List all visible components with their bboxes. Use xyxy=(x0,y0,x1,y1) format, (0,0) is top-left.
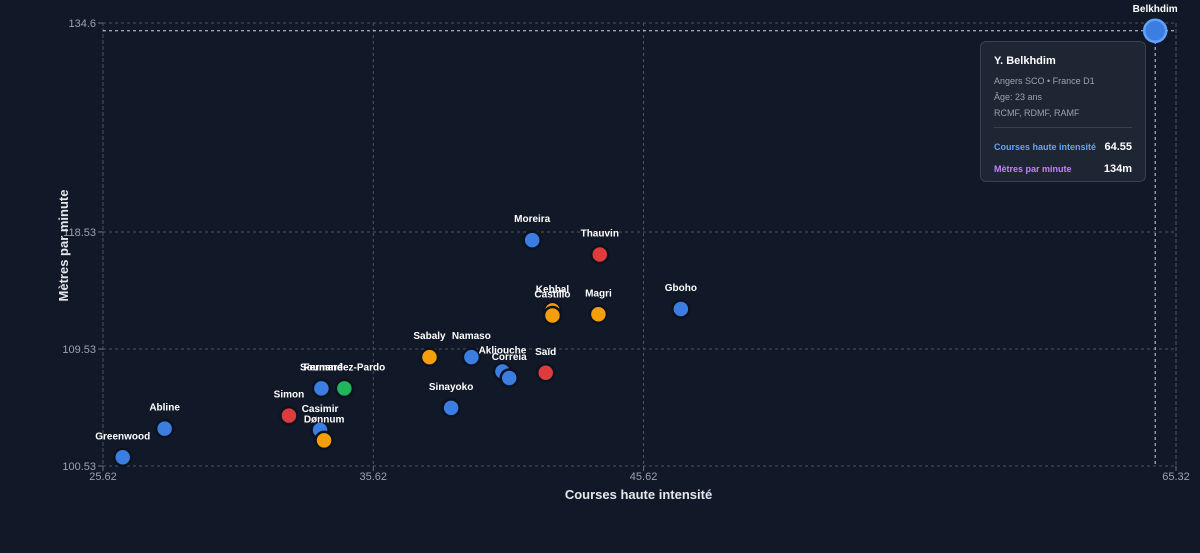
point-belkhdim xyxy=(1142,18,1168,44)
point-label: Fernandez-Pardo xyxy=(304,362,386,373)
point-dønnum xyxy=(314,430,334,451)
point-label: Magri xyxy=(585,288,612,299)
point-sabaly xyxy=(419,347,440,367)
tooltip-row-meters: Mètres par minute 134m xyxy=(994,158,1132,180)
x-tick-label: 35.62 xyxy=(360,471,388,483)
tooltip-age: Âge: 23 ans xyxy=(994,92,1043,102)
tooltip-meters-label: Mètres par minute xyxy=(994,164,1072,174)
point-label: Dønnum xyxy=(304,414,345,425)
x-tick-label: 65.32 xyxy=(1162,471,1190,483)
point-label: Simon xyxy=(274,390,305,401)
y-tick-label: 134.6 xyxy=(68,18,96,30)
x-tick-label: 25.62 xyxy=(89,471,117,483)
point-label: Belkhdim xyxy=(1133,4,1178,15)
point-sinayoko xyxy=(441,398,461,418)
point-label: Greenwood xyxy=(95,431,150,442)
point-correia xyxy=(499,368,519,388)
point-abline xyxy=(154,418,175,439)
tooltip-positions: RCMF, RDMF, RAMF xyxy=(994,108,1080,118)
y-axis-title: Mètres par minute xyxy=(56,190,71,302)
point-label: Kebbal xyxy=(536,284,570,295)
point-thauvin xyxy=(590,244,610,265)
point-fernandez-pardo xyxy=(334,378,355,399)
point-label: Gboho xyxy=(665,283,697,294)
point-label: Abline xyxy=(149,403,180,414)
x-tick-label: 45.62 xyxy=(630,471,658,483)
point-label: Akliouche xyxy=(479,345,527,356)
tooltip-intensity-value: 64.55 xyxy=(1104,141,1132,153)
y-tick-label: 109.53 xyxy=(62,344,96,356)
tooltip-player-name: Y. Belkhdim xyxy=(994,55,1056,67)
point-label: Sabaly xyxy=(413,331,446,342)
point-label: Moreira xyxy=(514,214,551,225)
point-label: Casimir xyxy=(302,404,339,415)
point-label: Castillo xyxy=(534,290,570,301)
point-label: Saïd xyxy=(535,347,556,358)
point-namaso xyxy=(461,347,482,367)
point-saïd xyxy=(535,363,556,383)
tooltip-club: Angers SCO • France D1 xyxy=(994,76,1095,86)
player-tooltip: Y. Belkhdim Angers SCO • France D1 Âge: … xyxy=(980,41,1146,182)
tooltip-intensity-label: Courses haute intensité xyxy=(994,142,1097,152)
point-label: Soumaré xyxy=(300,362,343,373)
point-gboho xyxy=(671,299,691,319)
point-moreira xyxy=(522,230,542,250)
point-magri xyxy=(588,304,609,325)
point-soumaré xyxy=(311,378,332,399)
tooltip-meters-value: 134m xyxy=(1103,163,1132,175)
y-tick-label: 118.53 xyxy=(63,227,96,239)
x-axis-title: Courses haute intensité xyxy=(565,487,712,502)
tooltip-row-intensity: Courses haute intensité 64.55 xyxy=(994,136,1132,158)
point-label: Namaso xyxy=(452,331,491,342)
point-greenwood xyxy=(112,447,133,468)
point-simon xyxy=(279,405,299,426)
tooltip-divider xyxy=(994,127,1132,128)
point-label: Thauvin xyxy=(581,228,619,239)
point-label: Sinayoko xyxy=(429,382,473,393)
point-label: Correia xyxy=(492,352,527,363)
point-castillo xyxy=(542,305,563,326)
y-tick-label: 100.53 xyxy=(62,461,96,473)
